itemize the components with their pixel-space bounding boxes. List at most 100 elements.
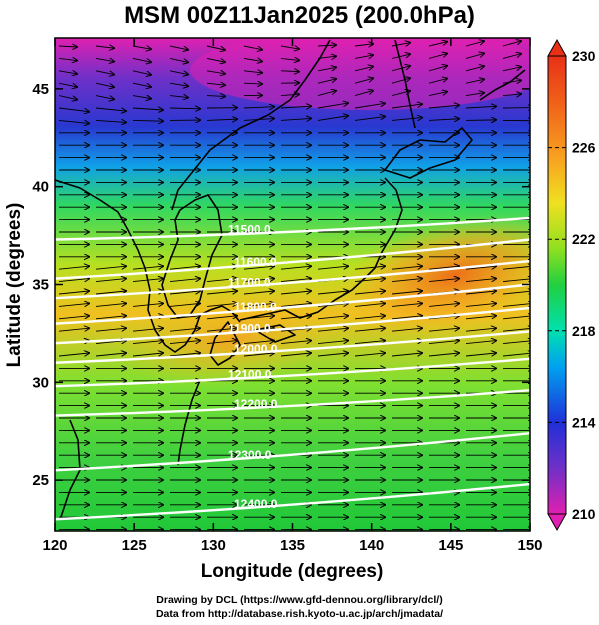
wind-vector (132, 96, 151, 99)
wind-vector (502, 54, 521, 59)
wind-vector (354, 353, 385, 356)
contour-line (55, 306, 530, 345)
wind-vector (428, 328, 459, 331)
wind-vector (465, 341, 496, 344)
x-tick-label: 130 (201, 537, 226, 554)
wind-vector (58, 266, 89, 269)
wind-vector (317, 328, 348, 331)
wind-vector (465, 279, 496, 282)
wind-vector (317, 291, 348, 294)
wind-vector (95, 108, 126, 111)
credits: Drawing by DCL (https://www.gfd-dennou.o… (0, 593, 599, 621)
wind-vector (132, 57, 151, 62)
y-tick-label: 25 (32, 472, 49, 489)
wind-vector (428, 303, 459, 306)
colorbar-ticks: 230 226 222 218 214 210 (548, 48, 596, 522)
wind-vector (428, 92, 447, 97)
wind-vector (169, 316, 200, 319)
wind-vector (502, 94, 521, 96)
wind-vector (169, 341, 200, 344)
wind-vector (465, 53, 484, 59)
wind-vector (243, 266, 274, 269)
warm-region-east (337, 215, 530, 335)
wind-vector (206, 45, 225, 50)
x-tick-label: 125 (122, 537, 147, 554)
wind-vector (465, 266, 496, 269)
wind-vector (243, 45, 262, 50)
wind-vector (391, 279, 422, 282)
wind-vector (465, 353, 496, 356)
wind-vector (132, 341, 163, 344)
contour-line (55, 388, 530, 417)
wind-vector (317, 316, 348, 319)
russia-coast (171, 39, 331, 211)
wind-vector (58, 353, 89, 356)
contour-label: 11800.0 (234, 300, 277, 314)
contour-line (55, 431, 530, 472)
wind-vector (243, 71, 262, 73)
shikoku (254, 324, 296, 343)
kuril-islands (479, 69, 526, 101)
x-tick-label: 120 (42, 537, 67, 554)
wind-vector (502, 67, 521, 72)
wind-vector (280, 291, 311, 294)
wind-vector (391, 328, 422, 331)
wind-vector (95, 341, 126, 344)
x-tick-label: 150 (517, 537, 542, 554)
contour-label: 12000.0 (234, 342, 278, 356)
wind-vector (243, 279, 274, 282)
wind-vector (132, 108, 163, 110)
wind-vector (280, 266, 311, 269)
wind-vector (95, 70, 114, 75)
wind-vector (428, 279, 459, 282)
wind-vector (58, 303, 89, 306)
wind-vector (243, 291, 274, 294)
wind-vector (391, 291, 422, 294)
wind-vector (465, 120, 496, 121)
wind-vector (58, 82, 77, 87)
wind-vector (354, 266, 385, 269)
colorbar-tick-label: 230 (572, 48, 596, 64)
wind-vector (391, 303, 422, 306)
colorbar-tick-label: 222 (572, 231, 596, 247)
contour-label: 11600.0 (234, 255, 277, 269)
korean-peninsula (161, 194, 223, 319)
wind-vector (354, 78, 373, 84)
wind-vector (354, 91, 373, 97)
wind-vector (206, 303, 237, 306)
wind-vector (502, 41, 521, 47)
wind-vector (354, 44, 373, 46)
wind-vector (206, 316, 237, 319)
wind-vector (169, 45, 188, 50)
wind-vector (58, 46, 77, 47)
wind-vector (317, 116, 348, 121)
wind-vector (95, 316, 126, 319)
contour-line (55, 216, 530, 241)
geopotential-contours: 11500.0 11600.0 11700.0 11800.0 11900.0 12000… (55, 216, 530, 521)
wind-vector (465, 41, 484, 47)
wind-vector (95, 353, 126, 356)
wind-vector (317, 341, 348, 344)
wind-vector (206, 96, 225, 97)
asia-coastline (55, 179, 241, 353)
wind-vector (280, 303, 311, 306)
wind-vector (354, 55, 373, 58)
wind-vector (58, 279, 89, 282)
wind-vector (206, 71, 225, 74)
y-tick-label: 30 (32, 374, 49, 391)
contour-line (55, 357, 530, 388)
x-tick-label: 145 (438, 537, 463, 554)
wind-vector (243, 303, 274, 306)
wind-vector (391, 316, 422, 319)
wind-vector (502, 107, 530, 108)
contour-label: 12100.0 (228, 367, 272, 381)
wind-vector (354, 291, 385, 294)
wind-vector (502, 316, 530, 319)
wind-vector (58, 328, 89, 331)
wind-vector (169, 353, 200, 356)
wind-vector (428, 42, 447, 47)
wind-vector (95, 279, 126, 282)
wind-vector (280, 46, 299, 49)
colorbar-upper-arrow (547, 38, 567, 57)
wind-vector (206, 119, 237, 120)
